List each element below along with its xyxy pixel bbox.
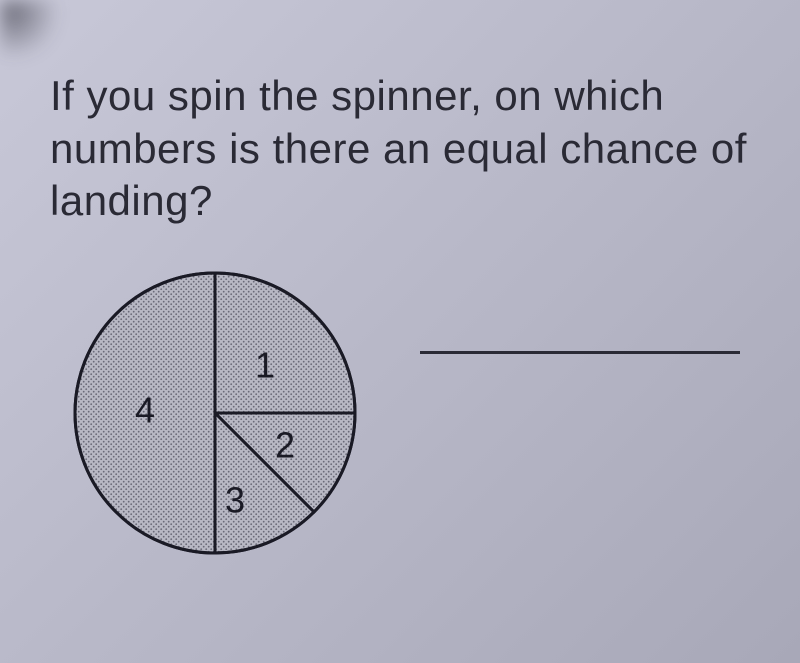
spinner-label-4: 4: [135, 389, 155, 430]
content-row: 123 4: [50, 268, 760, 558]
question-text: If you spin the spinner, on which number…: [50, 70, 760, 228]
spinner-svg: 123 4: [70, 268, 360, 558]
spinner-label-2: 2: [275, 424, 295, 465]
spinner-sector-1: [215, 273, 355, 413]
answer-blank-line[interactable]: [420, 351, 740, 354]
spinner-label-1: 1: [255, 344, 275, 385]
spinner-label-3: 3: [225, 479, 245, 520]
spinner-sectors: [75, 273, 355, 553]
worksheet-page: If you spin the spinner, on which number…: [0, 0, 800, 663]
spinner-diagram: 123 4: [70, 268, 360, 558]
